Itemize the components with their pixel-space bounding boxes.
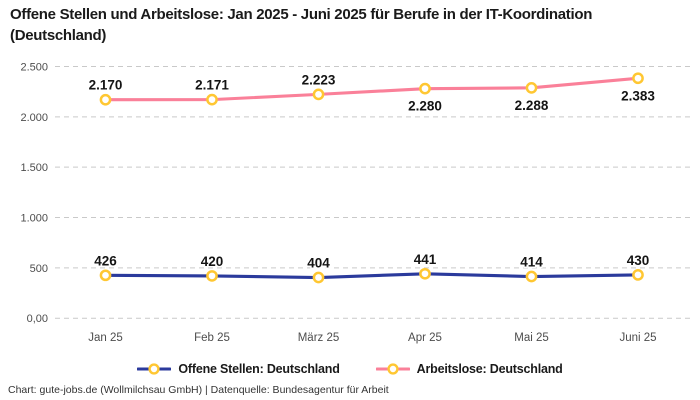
y-axis-tick-label: 0,00 [27, 313, 48, 325]
data-point-marker [99, 269, 112, 282]
y-axis-tick-label: 2.000 [20, 112, 48, 124]
data-point-label: 2.288 [515, 98, 549, 113]
data-point-label: 2.383 [621, 88, 655, 103]
x-axis-tick-label: Mai 25 [514, 332, 549, 344]
chart-title: Offene Stellen und Arbeitslose: Jan 2025… [10, 6, 593, 44]
data-point-marker [312, 88, 325, 101]
y-axis-tick-label: 500 [30, 263, 48, 275]
line-marker-swatch-icon [375, 363, 410, 375]
x-axis-tick-label: Feb 25 [194, 332, 230, 344]
data-point-marker [525, 270, 538, 283]
legend-item-offene-stellen: Offene Stellen: Deutschland [137, 362, 340, 376]
x-axis-tick-label: Apr 25 [408, 332, 442, 344]
legend-item-label: Offene Stellen: Deutschland [178, 362, 340, 376]
data-point-marker [632, 72, 644, 85]
data-point-marker [632, 269, 644, 281]
y-axis-tick-label: 1.500 [20, 162, 48, 174]
series-line [103, 76, 640, 102]
legend-item-arbeitslose: Arbeitslose: Deutschland [375, 362, 563, 376]
y-axis-tick-label: 1.000 [20, 213, 48, 225]
data-point-label: 414 [520, 255, 543, 270]
data-point-marker [312, 271, 325, 284]
data-point-label: 420 [201, 254, 224, 269]
data-point-label: 2.170 [89, 78, 123, 93]
data-point-label: 2.223 [302, 72, 336, 87]
data-point-label: 426 [94, 253, 117, 268]
series-line [103, 272, 640, 280]
legend: Offene Stellen: Deutschland Arbeitslose:… [0, 359, 700, 379]
data-point-marker [206, 270, 218, 282]
data-point-marker [525, 81, 538, 94]
x-axis-tick-label: Juni 25 [619, 332, 656, 344]
data-point-label: 441 [414, 252, 437, 267]
data-point-marker [419, 267, 431, 280]
data-point-marker [99, 93, 112, 106]
x-axis-tick-label: Jan 25 [88, 332, 123, 344]
x-axis-tick-label: März 25 [298, 332, 340, 344]
y-axis-tick-label: 2.500 [20, 62, 48, 74]
data-point-label: 430 [627, 253, 650, 268]
data-point-label: 2.171 [195, 78, 229, 93]
source-attribution: Chart: gute-jobs.de (Wollmilchsau GmbH) … [8, 384, 389, 396]
data-point-label: 2.280 [408, 99, 442, 114]
data-point-label: 404 [307, 256, 330, 271]
data-point-marker [206, 93, 218, 106]
line-marker-swatch-icon [137, 363, 172, 375]
data-point-marker [419, 82, 431, 95]
legend-item-label: Arbeitslose: Deutschland [416, 362, 563, 376]
